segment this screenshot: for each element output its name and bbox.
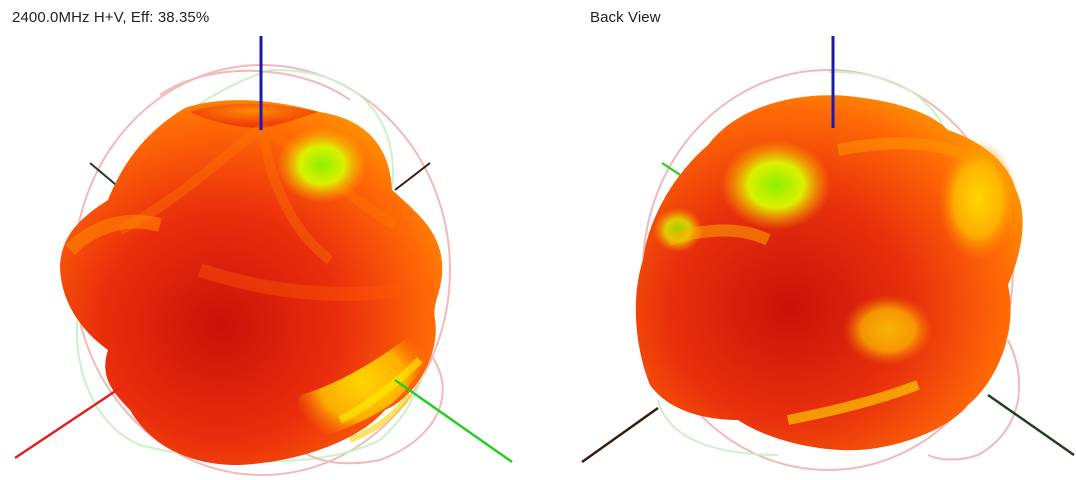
pattern-view-main[interactable]: 2400.0MHz H+V, Eff: 38.35% bbox=[0, 0, 538, 480]
yellow-ridge bbox=[787, 380, 920, 425]
low-gain-spot bbox=[721, 140, 831, 230]
yellow-region bbox=[938, 140, 1018, 260]
polar-cut-pink bbox=[927, 339, 1021, 461]
pattern-top-lobe bbox=[190, 103, 318, 128]
surface-highlight bbox=[197, 263, 401, 301]
low-gain-spot bbox=[277, 127, 367, 203]
surface-highlight bbox=[836, 137, 981, 166]
surface-highlight bbox=[666, 224, 771, 246]
pattern-3d-plot-back[interactable] bbox=[538, 0, 1076, 480]
polar-cut-pink bbox=[159, 69, 444, 465]
x-axis bbox=[14, 386, 121, 460]
pattern-title: 2400.0MHz H+V, Eff: 38.35% bbox=[12, 9, 210, 26]
low-gain-spot-small bbox=[653, 208, 703, 252]
y-axis bbox=[394, 378, 513, 464]
surface-highlight bbox=[65, 214, 162, 256]
y-axis bbox=[987, 393, 1075, 457]
back-view-title: Back View bbox=[590, 9, 661, 26]
pattern-view-back[interactable]: Back View bbox=[538, 0, 1076, 480]
yellow-ridge bbox=[348, 393, 413, 443]
yellow-ridge bbox=[338, 357, 423, 424]
yellow-region bbox=[843, 295, 933, 365]
yellow-band bbox=[290, 318, 434, 445]
x-axis-back bbox=[394, 162, 431, 191]
x-axis bbox=[581, 406, 659, 464]
pattern-3d-plot[interactable] bbox=[0, 0, 538, 480]
